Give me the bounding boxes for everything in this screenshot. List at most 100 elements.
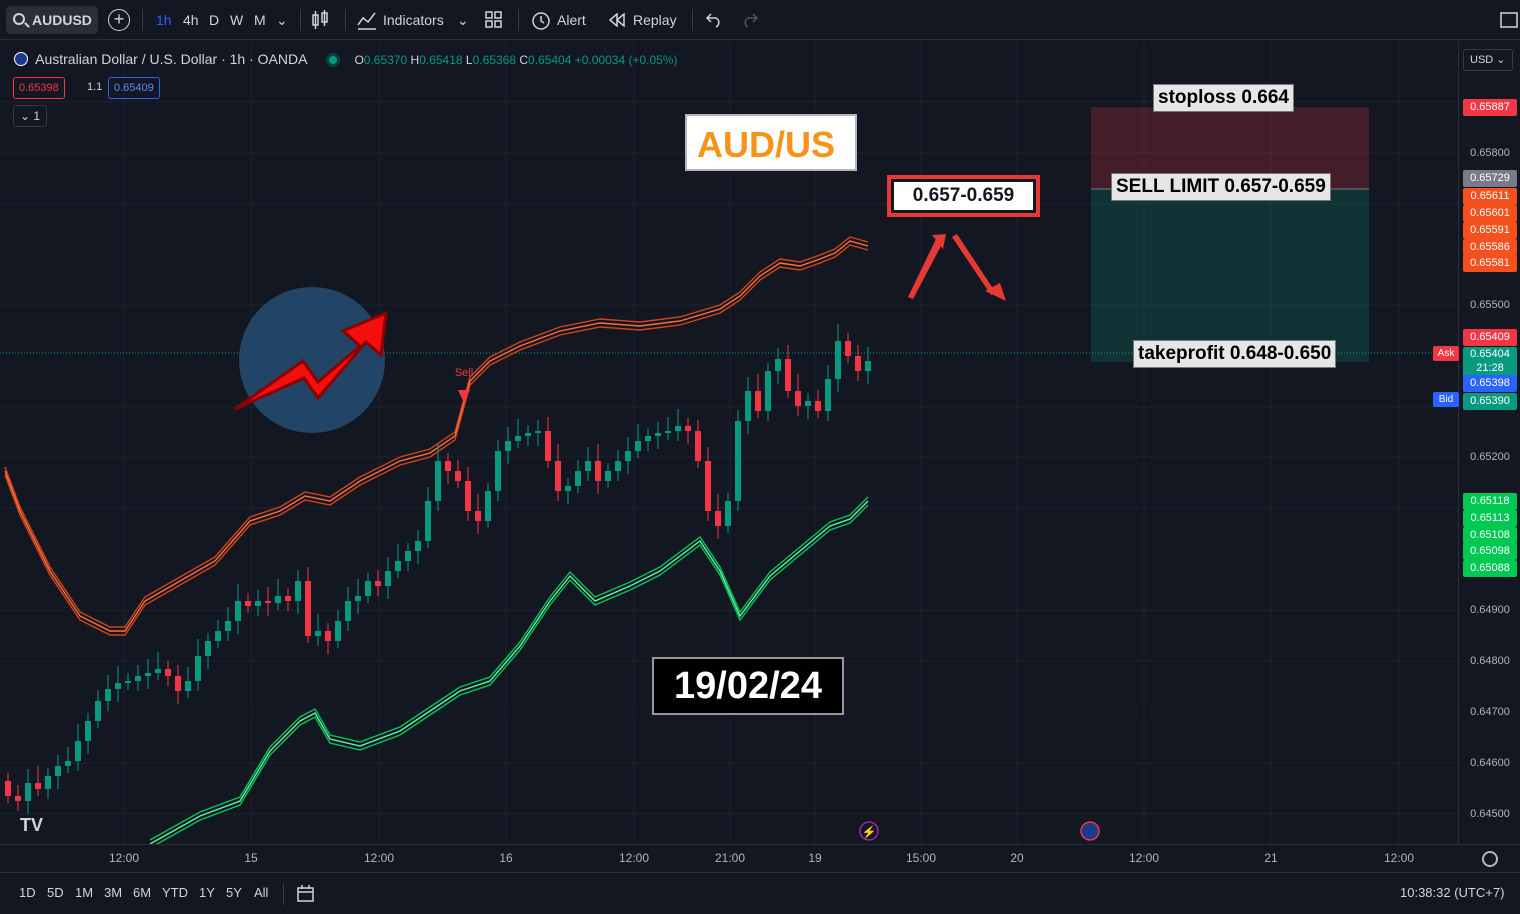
candle-body (595, 461, 601, 481)
clock-timezone[interactable]: 10:38:32 (UTC+7) (1400, 885, 1505, 900)
range-5y-button[interactable]: 5Y (226, 885, 242, 900)
gear-icon[interactable] (1482, 851, 1498, 867)
candle-body (655, 433, 661, 436)
symbol-name: AUDUSD (32, 12, 92, 28)
candle-body (125, 681, 131, 683)
candle-body (275, 596, 281, 603)
range-6m-button[interactable]: 6M (133, 885, 152, 900)
range-ytd-button[interactable]: YTD (162, 885, 188, 900)
event-flash-icon[interactable] (859, 821, 879, 841)
interval-w-button[interactable]: W (230, 12, 244, 28)
divider (518, 9, 519, 31)
lower-band-line (149, 500, 869, 844)
currency-selector[interactable]: USD ⌄ (1463, 49, 1513, 71)
calendar-icon[interactable] (296, 884, 316, 904)
alert-button[interactable]: Alert (557, 12, 586, 28)
candle-body (395, 561, 401, 571)
price-tick-label: 0.64800 (1470, 655, 1510, 667)
time-tick-label: 21 (1264, 851, 1278, 865)
candle-body (715, 511, 721, 526)
candle-body (105, 689, 111, 701)
candle-body (505, 441, 511, 451)
candle-body (335, 621, 341, 641)
indicators-collapse-button[interactable]: ⌄ 1 (13, 105, 48, 127)
price-tick-label: 0.65800 (1470, 147, 1510, 159)
range-1d-button[interactable]: 1D (19, 885, 36, 900)
time-tick-label: 12:00 (363, 851, 395, 865)
candle-body (625, 451, 631, 461)
candle-body (615, 461, 621, 471)
stoploss-label[interactable]: stoploss 0.664 (1153, 84, 1294, 112)
undo-icon[interactable] (704, 12, 722, 28)
candle-body (35, 783, 41, 789)
date-annotation[interactable]: 19/02/24 (652, 657, 844, 715)
range-5d-button[interactable]: 5D (47, 885, 64, 900)
price-marker: 0.65591 (1463, 222, 1517, 239)
price-marker-tag: Bid (1433, 392, 1459, 407)
chevron-down-icon[interactable]: ⌄ (276, 12, 288, 28)
range-1y-button[interactable]: 1Y (199, 885, 215, 900)
price-marker: 0.65113 (1463, 510, 1517, 527)
takeprofit-label[interactable]: takeprofit 0.648-0.650 (1133, 340, 1337, 368)
indicators-icon[interactable] (357, 10, 377, 30)
candle-body (415, 541, 421, 551)
fullscreen-icon[interactable] (1500, 11, 1518, 29)
pair-title-annotation[interactable]: AUD/US (685, 114, 857, 171)
buy-button[interactable]: 0.65409 (108, 77, 160, 99)
candles-icon[interactable] (311, 10, 329, 30)
candle-body (435, 461, 441, 501)
svg-text:⚡: ⚡ (862, 825, 877, 839)
price-marker: 0.65601 (1463, 205, 1517, 222)
redo-icon[interactable] (742, 12, 760, 28)
range-1m-button[interactable]: 1M (75, 885, 94, 900)
candle-body (175, 676, 181, 691)
add-symbol-icon[interactable]: + (108, 9, 130, 31)
envelope-bands (4, 236, 869, 844)
candle-body (525, 433, 531, 436)
price-marker-tag: Ask (1433, 346, 1459, 361)
chart-pane[interactable]: Sell ⚡ TV Australian Dollar / U.S. Dolla… (0, 41, 1458, 844)
entry-zone-annotation[interactable]: 0.657-0.659 (887, 175, 1040, 217)
candle-body (705, 461, 711, 511)
ohlc-values: O0.65370 H0.65418 L0.65368 C0.65404 +0.0… (354, 53, 678, 67)
trend-up-arrow-icon (234, 310, 388, 411)
indicators-button[interactable]: Indicators (383, 12, 444, 28)
candle-body (75, 741, 81, 761)
candle-body (675, 426, 681, 431)
candle-body (355, 596, 361, 601)
replay-button[interactable]: Replay (633, 12, 677, 28)
interval-d-button[interactable]: D (209, 12, 220, 28)
symbol-search-button[interactable]: AUDUSD (6, 6, 98, 34)
alert-clock-icon[interactable] (530, 9, 552, 31)
candle-body (375, 581, 381, 586)
range-3m-button[interactable]: 3M (104, 885, 123, 900)
symbol-title[interactable]: Australian Dollar / U.S. Dollar · 1h · O… (35, 51, 307, 67)
candles-group (5, 324, 871, 814)
chevron-down-icon[interactable]: ⌄ (457, 12, 469, 28)
price-marker: 0.65118 (1463, 493, 1517, 510)
candle-body (805, 401, 811, 406)
sell-button[interactable]: 0.65398 (13, 77, 65, 99)
replay-icon[interactable] (609, 13, 625, 27)
time-scale[interactable]: 12:00 15 12:00 16 12:00 21:00 19 15:00 20 12:00 21… (0, 844, 1520, 872)
price-marker: 0.65398 Bid (1433, 375, 1517, 407)
candle-body (225, 621, 231, 631)
interval-4h-button[interactable]: 4h (183, 12, 199, 28)
price-marker: 0.65108 (1463, 527, 1517, 544)
candle-body (135, 676, 141, 681)
candle-body (725, 501, 731, 526)
au-flag-event-icon[interactable] (1080, 821, 1100, 841)
sell-signal-icon (458, 390, 470, 403)
sell-signal-label: Sell (455, 367, 473, 379)
interval-1h-button[interactable]: 1h (156, 12, 172, 28)
candle-body (685, 426, 691, 431)
sell-limit-label[interactable]: SELL LIMIT 0.657-0.659 (1111, 173, 1331, 201)
interval-m-button[interactable]: M (254, 12, 266, 28)
candle-body (585, 461, 591, 471)
time-tick-label: 19 (808, 851, 822, 865)
layout-grid-icon[interactable] (485, 11, 503, 29)
price-scale[interactable]: USD ⌄ 0.65800 0.65500 0.65200 0.64900 0.6480… (1433, 41, 1520, 844)
candle-body (215, 631, 221, 641)
range-all-button[interactable]: All (254, 885, 269, 900)
price-tick-label: 0.64500 (1470, 808, 1510, 820)
